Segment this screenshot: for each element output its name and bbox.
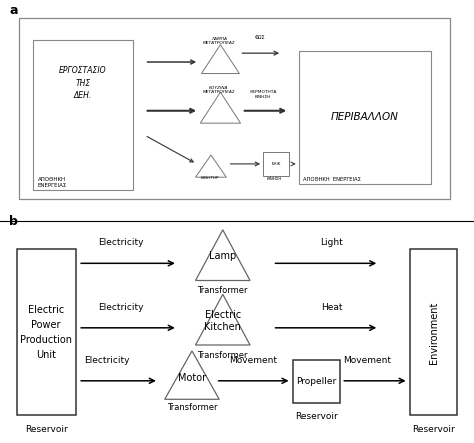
Text: ΘΕΡΜΟΤΗΤΑ
ΚΙΝΗΣΗ: ΘΕΡΜΟΤΗΤΑ ΚΙΝΗΣΗ — [249, 90, 277, 99]
Text: Movement: Movement — [229, 356, 278, 365]
Text: Reservoir: Reservoir — [25, 425, 68, 434]
Polygon shape — [195, 294, 250, 345]
Text: Transformer: Transformer — [198, 286, 248, 295]
FancyBboxPatch shape — [33, 40, 133, 190]
Text: b: b — [9, 215, 18, 228]
Text: Movement: Movement — [343, 356, 392, 365]
Text: Electric
Power
Production
Unit: Electric Power Production Unit — [20, 305, 72, 360]
FancyBboxPatch shape — [410, 249, 457, 416]
Text: Lamp: Lamp — [209, 252, 237, 261]
FancyBboxPatch shape — [299, 51, 431, 184]
Text: Electricity: Electricity — [84, 356, 129, 365]
Text: Transformer: Transformer — [198, 351, 248, 360]
Text: ΚΟΥΖΙΝΑ
ΜΕΤΑΤΡΟΠΕΑΣ: ΚΟΥΖΙΝΑ ΜΕΤΑΤΡΟΠΕΑΣ — [203, 85, 235, 94]
Text: ΠΕΡΙΒΑΛΛΟΝ: ΠΕΡΙΒΑΛΛΟΝ — [331, 113, 399, 122]
Text: ΕΛΙΚ: ΕΛΙΚ — [271, 162, 281, 166]
FancyBboxPatch shape — [293, 360, 340, 403]
Text: Transformer: Transformer — [167, 403, 217, 412]
Polygon shape — [201, 45, 239, 74]
Polygon shape — [200, 92, 241, 123]
Text: Light: Light — [320, 238, 343, 247]
Polygon shape — [195, 155, 227, 177]
Text: ΕΡΓΟΣΤΑΣΙΟ
ΤΗΣ
ΔΕΗ.: ΕΡΓΟΣΤΑΣΙΟ ΤΗΣ ΔΕΗ. — [59, 66, 107, 101]
Text: Reservoir: Reservoir — [295, 412, 338, 421]
FancyBboxPatch shape — [19, 18, 450, 199]
Text: Electricity: Electricity — [98, 303, 144, 312]
Text: Reservoir: Reservoir — [412, 425, 455, 434]
Text: ΦΩΣ: ΦΩΣ — [255, 35, 265, 40]
Text: ΛΑΜΠΑ
ΜΕΤΑΤΡΟΠΕΑΣ: ΛΑΜΠΑ ΜΕΤΑΤΡΟΠΕΑΣ — [203, 37, 235, 46]
Text: Electricity: Electricity — [98, 238, 144, 247]
Text: Motor: Motor — [178, 373, 206, 384]
Text: ΑΠΟΘΗΚΗ  ΕΝΕΡΓΕΙΑΣ: ΑΠΟΘΗΚΗ ΕΝΕΡΓΕΙΑΣ — [303, 177, 361, 182]
Text: Electric
Kitchen: Electric Kitchen — [204, 310, 241, 332]
Text: a: a — [9, 4, 18, 17]
Text: ΚΙΝΗΣΗ: ΚΙΝΗΣΗ — [266, 177, 282, 181]
Text: Heat: Heat — [321, 303, 343, 312]
FancyBboxPatch shape — [17, 249, 76, 416]
Text: ΑΠΟΘΗΚΗ
ΕΝΕΡΓΕΙΑΣ: ΑΠΟΘΗΚΗ ΕΝΕΡΓΕΙΑΣ — [38, 178, 67, 188]
Polygon shape — [165, 351, 219, 399]
Text: ΚΙΝΗΤΗΡ: ΚΙΝΗΤΗΡ — [201, 176, 219, 180]
FancyBboxPatch shape — [263, 152, 289, 176]
Text: Environment: Environment — [428, 301, 439, 364]
Text: Propeller: Propeller — [297, 377, 337, 386]
Polygon shape — [195, 230, 250, 280]
